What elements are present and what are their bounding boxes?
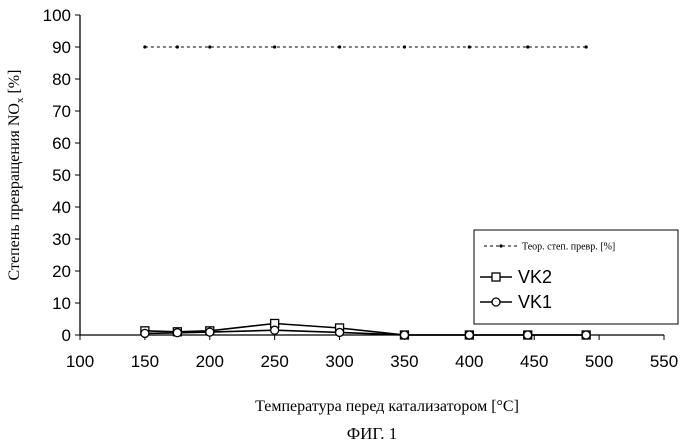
y-tick-label: 80 bbox=[52, 70, 71, 89]
x-tick-label: 450 bbox=[520, 352, 548, 371]
y-tick-label: 50 bbox=[52, 166, 71, 185]
legend: Теор. степ. превр. [%] VK2 VK1 bbox=[474, 230, 678, 324]
legend-label: VK2 bbox=[518, 267, 552, 287]
data-point bbox=[208, 45, 211, 48]
data-point bbox=[526, 45, 529, 48]
x-tick-label: 200 bbox=[196, 352, 224, 371]
data-point bbox=[141, 329, 149, 337]
data-point bbox=[336, 328, 344, 336]
data-point bbox=[143, 45, 146, 48]
data-point bbox=[524, 331, 532, 339]
x-tick-label: 250 bbox=[260, 352, 288, 371]
y-tick-label: 30 bbox=[52, 230, 71, 249]
legend-marker bbox=[499, 244, 502, 247]
data-point bbox=[465, 331, 473, 339]
data-point bbox=[585, 45, 588, 48]
series-2 bbox=[141, 326, 590, 339]
y-tick-label: 60 bbox=[52, 134, 71, 153]
data-point bbox=[176, 45, 179, 48]
data-point bbox=[468, 45, 471, 48]
y-tick-label: 20 bbox=[52, 262, 71, 281]
x-tick-label: 150 bbox=[131, 352, 159, 371]
data-point bbox=[273, 45, 276, 48]
x-tick-label: 550 bbox=[650, 352, 678, 371]
x-tick-label: 400 bbox=[455, 352, 483, 371]
legend-marker bbox=[492, 298, 500, 306]
data-point bbox=[403, 45, 406, 48]
figure-caption: ФИГ. 1 bbox=[347, 424, 398, 443]
data-point bbox=[338, 45, 341, 48]
y-ticks: 0 10 20 30 40 50 60 70 80 90 100 bbox=[43, 6, 80, 345]
y-tick-label: 100 bbox=[43, 6, 71, 25]
legend-marker bbox=[492, 273, 500, 281]
y-tick-label: 70 bbox=[52, 102, 71, 121]
legend-label: VK1 bbox=[518, 292, 552, 312]
y-tick-label: 40 bbox=[52, 198, 71, 217]
x-tick-label: 100 bbox=[66, 352, 94, 371]
x-axis-title: Температура перед катализатором [°C] bbox=[255, 398, 519, 415]
data-point bbox=[582, 331, 590, 339]
x-tick-label: 300 bbox=[325, 352, 353, 371]
data-point bbox=[206, 328, 214, 336]
y-tick-label: 0 bbox=[62, 326, 71, 345]
data-point bbox=[271, 326, 279, 334]
x-tick-label: 350 bbox=[390, 352, 418, 371]
data-point bbox=[173, 329, 181, 337]
x-tick-label: 500 bbox=[585, 352, 613, 371]
legend-label: Теор. степ. превр. [%] bbox=[522, 242, 615, 253]
series-0 bbox=[143, 45, 587, 48]
y-tick-label: 90 bbox=[52, 38, 71, 57]
y-tick-label: 10 bbox=[52, 294, 71, 313]
y-axis-title: Степень превращения NOx [%] bbox=[6, 70, 26, 281]
x-ticks: 100 150 200 250 300 350 400 450 500 550 bbox=[66, 335, 678, 371]
data-point bbox=[400, 331, 408, 339]
